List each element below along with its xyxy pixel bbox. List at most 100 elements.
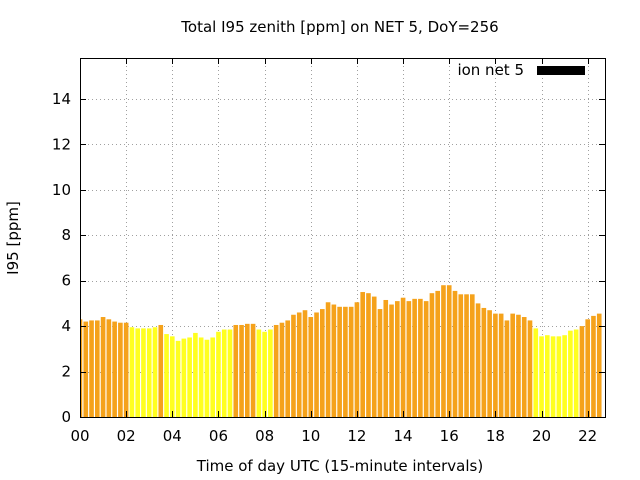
bar xyxy=(325,302,331,417)
bar xyxy=(268,329,273,417)
bar xyxy=(187,337,192,417)
bar xyxy=(516,314,521,417)
plot-frame xyxy=(80,58,606,418)
bar xyxy=(175,340,181,417)
bar xyxy=(562,335,567,417)
legend: ion net 5 xyxy=(457,61,585,79)
bar xyxy=(371,296,377,417)
y-tick-label: 14 xyxy=(52,90,71,108)
y-tick-label: 0 xyxy=(61,408,71,426)
legend-label: ion net 5 xyxy=(457,61,524,79)
bar xyxy=(141,328,146,417)
bar xyxy=(343,306,348,417)
bar xyxy=(510,313,515,417)
bar xyxy=(256,329,262,417)
bar xyxy=(458,294,464,417)
bar xyxy=(302,310,308,417)
bar xyxy=(406,301,412,417)
bar xyxy=(423,301,429,417)
x-tick-label: 08 xyxy=(255,427,274,445)
bar xyxy=(89,320,94,417)
bar xyxy=(498,313,504,417)
bar xyxy=(389,304,394,417)
bar xyxy=(210,337,215,417)
legend-swatch xyxy=(537,66,585,75)
y-tick-label: 6 xyxy=(61,272,71,290)
y-axis-label: I95 [ppm] xyxy=(4,201,22,275)
bar xyxy=(320,309,325,417)
bar xyxy=(360,292,365,417)
bar xyxy=(170,336,175,417)
bar xyxy=(377,309,383,417)
chart-title: Total I95 zenith [ppm] on NET 5, DoY=256 xyxy=(180,18,498,36)
bar xyxy=(100,317,106,417)
bar xyxy=(80,319,83,417)
bar xyxy=(152,327,158,417)
bar xyxy=(146,328,152,417)
bar xyxy=(262,331,267,417)
x-tick-label: 22 xyxy=(578,427,597,445)
bar xyxy=(412,298,417,417)
bar xyxy=(475,303,481,417)
bar xyxy=(164,334,169,417)
bar xyxy=(435,290,440,417)
bar xyxy=(533,328,539,417)
bar xyxy=(504,320,510,417)
bar xyxy=(521,317,527,417)
bar xyxy=(112,321,117,417)
bar xyxy=(83,321,89,417)
bar xyxy=(429,293,435,417)
bar xyxy=(198,337,204,417)
bar xyxy=(233,324,239,417)
bar xyxy=(279,322,285,417)
bar xyxy=(441,285,446,417)
y-tick-label: 4 xyxy=(61,317,71,335)
bar xyxy=(337,306,342,417)
bar xyxy=(470,294,475,417)
bar xyxy=(106,319,112,417)
bar xyxy=(591,315,596,417)
bar xyxy=(550,336,556,417)
bar xyxy=(250,323,256,417)
bar xyxy=(158,324,164,417)
bar xyxy=(129,327,135,417)
x-tick-label: 00 xyxy=(70,427,89,445)
bar xyxy=(314,312,319,417)
bar xyxy=(245,323,250,417)
bar xyxy=(273,324,279,417)
bar xyxy=(573,329,579,417)
x-tick-label: 18 xyxy=(486,427,505,445)
x-axis-label: Time of day UTC (15-minute intervals) xyxy=(196,457,483,475)
x-tick-label: 16 xyxy=(440,427,459,445)
bar xyxy=(481,307,487,417)
bar xyxy=(400,297,406,417)
bar xyxy=(545,335,550,417)
bar xyxy=(135,328,140,417)
x-tick-label: 06 xyxy=(209,427,228,445)
bar xyxy=(239,324,244,417)
bar xyxy=(331,304,337,417)
x-tick-label: 20 xyxy=(532,427,551,445)
bar xyxy=(446,285,452,417)
bar xyxy=(193,332,198,417)
bar xyxy=(487,310,492,417)
bar xyxy=(418,298,423,417)
x-tick-label: 14 xyxy=(394,427,413,445)
bar xyxy=(556,336,562,417)
bar xyxy=(118,322,123,417)
bars xyxy=(80,285,602,417)
bar xyxy=(585,319,590,417)
bar xyxy=(348,306,354,417)
bar xyxy=(227,329,233,417)
bar xyxy=(204,339,210,417)
y-tick-label: 12 xyxy=(52,135,71,153)
bar xyxy=(596,313,602,417)
y-tick-label: 8 xyxy=(61,226,71,244)
bar xyxy=(395,301,400,417)
bar xyxy=(296,312,302,417)
x-tick-label: 10 xyxy=(301,427,320,445)
bar xyxy=(383,299,389,417)
x-tick-label: 04 xyxy=(163,427,182,445)
x-tick-label: 02 xyxy=(117,427,136,445)
bar xyxy=(452,290,458,417)
